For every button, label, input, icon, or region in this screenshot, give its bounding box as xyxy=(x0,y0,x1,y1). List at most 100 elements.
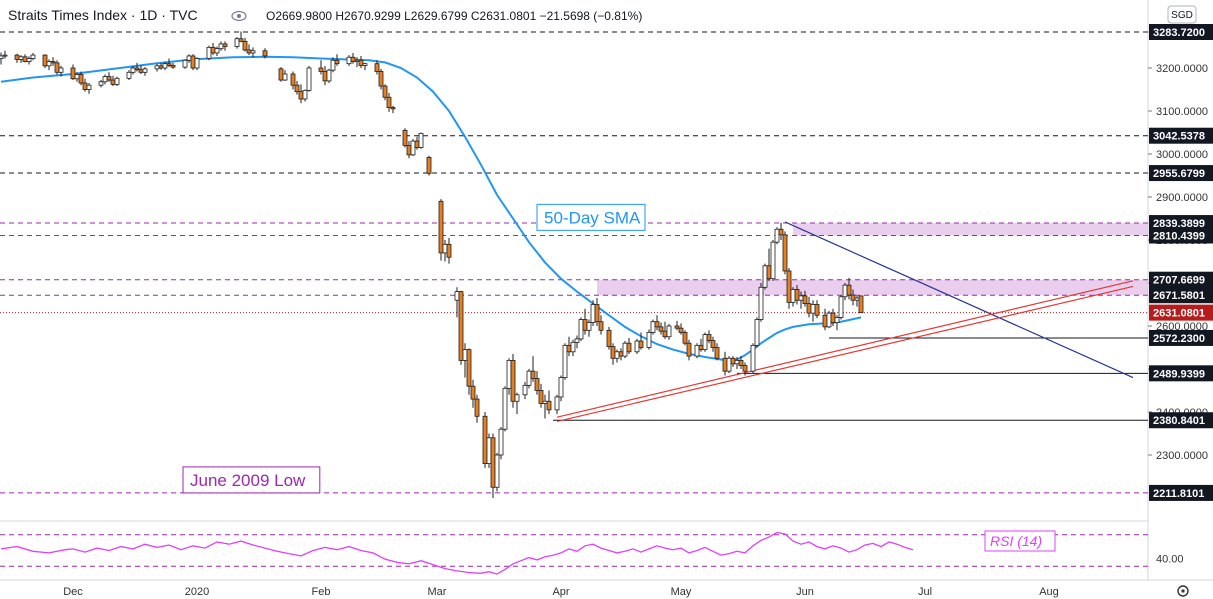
candle-body xyxy=(222,43,228,47)
level-label[interactable]: 2489.9399 xyxy=(1153,368,1205,380)
price-tick-label[interactable]: 3200.0000 xyxy=(1156,63,1208,75)
candle-body xyxy=(246,49,252,54)
candle-body xyxy=(14,54,20,60)
candle-body xyxy=(722,357,728,372)
price-tick-label[interactable]: 2900.0000 xyxy=(1156,192,1208,204)
time-tick-label[interactable]: Jun xyxy=(796,586,814,598)
candle-body xyxy=(830,312,836,323)
candle-body xyxy=(846,284,852,296)
candle-down xyxy=(294,80,300,95)
candle-up xyxy=(206,45,212,61)
candle-body xyxy=(154,65,160,70)
time-tick-label[interactable]: Dec xyxy=(63,586,83,598)
time-tick-label[interactable]: Jul xyxy=(918,586,932,598)
candle-up xyxy=(502,386,508,432)
candle-body xyxy=(810,304,816,314)
candle-up xyxy=(30,52,36,61)
candle-up xyxy=(762,263,768,290)
candle-body xyxy=(774,228,780,243)
candle-body xyxy=(794,289,800,301)
candle-body xyxy=(566,344,572,353)
level-label[interactable]: 3042.5378 xyxy=(1153,131,1205,143)
level-badge xyxy=(1149,165,1213,182)
candle-body xyxy=(414,140,420,148)
candle-body xyxy=(234,38,240,47)
candle-up xyxy=(826,310,832,329)
candle-body xyxy=(98,81,104,86)
candle-up xyxy=(634,338,640,354)
candle-body xyxy=(582,319,588,331)
price-tick-label[interactable]: 2300.0000 xyxy=(1156,450,1208,462)
level-label[interactable]: 2810.4399 xyxy=(1153,231,1205,243)
candle-down xyxy=(350,52,356,64)
candle-up xyxy=(162,61,168,71)
trend-layer xyxy=(556,221,1134,423)
candle-body xyxy=(618,351,624,357)
level-label[interactable]: 2671.5801 xyxy=(1153,290,1205,302)
candle-up xyxy=(750,343,756,374)
candle-body xyxy=(778,228,784,236)
candle-body xyxy=(250,50,256,54)
candle-down xyxy=(710,336,716,352)
time-tick-label[interactable]: Apr xyxy=(552,586,569,598)
candle-down xyxy=(262,48,268,59)
candle-body xyxy=(82,82,88,90)
candle-body xyxy=(826,312,832,328)
candle-up xyxy=(126,70,132,81)
candle-down xyxy=(242,37,248,52)
time-tick-label[interactable]: Feb xyxy=(312,586,331,598)
candle-body xyxy=(802,295,808,305)
level-label[interactable]: 2572.2300 xyxy=(1153,333,1205,345)
candle-body xyxy=(538,390,544,404)
candle-body xyxy=(318,67,324,72)
candle-up xyxy=(622,341,628,359)
price-axis[interactable]: 2300.00002400.00002500.00002600.00002700… xyxy=(1148,24,1213,565)
price-tick-label[interactable]: 3000.0000 xyxy=(1156,149,1208,161)
candle-body xyxy=(766,265,772,280)
candle-up xyxy=(758,283,764,322)
candle-body xyxy=(586,322,592,331)
rsi-tick-label[interactable]: 40.00 xyxy=(1156,553,1184,565)
candle-body xyxy=(702,334,708,351)
candle-body xyxy=(406,144,412,156)
candle-body xyxy=(710,340,716,348)
visibility-eye-icon[interactable] xyxy=(231,10,247,22)
candle-up xyxy=(702,332,708,352)
candle-down xyxy=(802,290,808,307)
level-label[interactable]: 2707.6699 xyxy=(1153,275,1205,287)
currency-badge[interactable] xyxy=(1167,5,1197,24)
settings-gear-icon[interactable] xyxy=(1177,585,1189,597)
candle-body xyxy=(442,243,448,254)
candle-body xyxy=(102,76,108,83)
candle-down xyxy=(706,330,712,344)
candle-body xyxy=(806,303,812,314)
current-price-label[interactable]: 2631.0801 xyxy=(1153,308,1205,320)
level-label[interactable]: 3283.7200 xyxy=(1153,27,1205,39)
candle-body xyxy=(46,61,52,67)
candle-body xyxy=(182,59,188,68)
time-tick-label[interactable]: 2020 xyxy=(185,586,209,598)
candle-body xyxy=(730,357,736,365)
level-label[interactable]: 2380.8401 xyxy=(1153,415,1205,427)
level-label[interactable]: 2211.8101 xyxy=(1153,488,1204,500)
candle-up xyxy=(522,381,528,400)
time-tick-label[interactable]: Aug xyxy=(1039,586,1059,598)
time-tick-label[interactable]: Mar xyxy=(428,586,447,598)
level-label[interactable]: 2955.6799 xyxy=(1153,168,1205,180)
candle-body xyxy=(574,338,580,343)
sma-annotation-text: 50-Day SMA xyxy=(544,208,641,227)
time-tick-label[interactable]: May xyxy=(671,586,692,598)
candle-body xyxy=(638,340,644,348)
candle-down xyxy=(482,412,488,468)
candle-up xyxy=(494,452,500,492)
price-tick-label[interactable]: 3100.0000 xyxy=(1156,106,1208,118)
candle-body xyxy=(0,55,4,59)
candle-body xyxy=(206,46,212,59)
candle-body xyxy=(562,344,568,379)
level-label[interactable]: 2839.3899 xyxy=(1153,218,1205,230)
candle-down xyxy=(598,315,604,335)
time-axis[interactable]: Dec 2020 Feb Mar Apr May Jun Jul Aug xyxy=(63,586,1059,598)
candle-body xyxy=(138,69,144,73)
